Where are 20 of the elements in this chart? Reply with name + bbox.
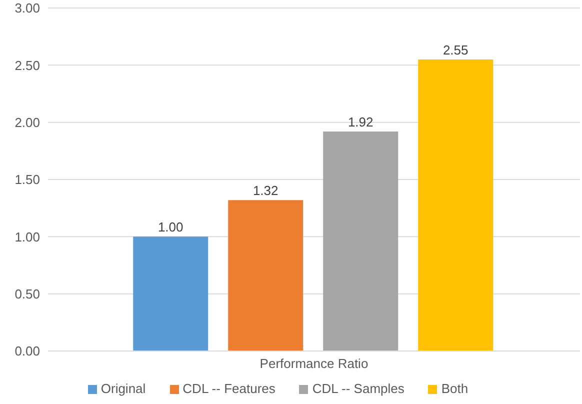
y-tick-label: 0.50 bbox=[14, 286, 40, 302]
y-tick-label: 0.00 bbox=[14, 344, 40, 359]
x-tick-label: Performance Ratio bbox=[260, 356, 368, 372]
data-label: 2.55 bbox=[442, 42, 468, 58]
data-label: 1.32 bbox=[252, 183, 278, 198]
legend-label: Original bbox=[100, 381, 146, 396]
y-tick-label: 3.00 bbox=[14, 0, 40, 16]
y-tick-label: 1.00 bbox=[14, 229, 40, 244]
bar bbox=[133, 236, 208, 351]
legend-label: Both bbox=[441, 381, 468, 396]
y-tick-label: 1.50 bbox=[14, 172, 40, 188]
data-label: 1.00 bbox=[158, 220, 184, 235]
data-label: 1.92 bbox=[348, 114, 374, 130]
legend-label: CDL -- Features bbox=[182, 381, 276, 396]
y-tick-label: 2.50 bbox=[14, 58, 40, 73]
bar bbox=[323, 131, 398, 351]
bar bbox=[228, 200, 304, 351]
bar bbox=[418, 59, 494, 351]
legend-label: CDL -- Samples bbox=[312, 381, 404, 396]
y-tick-label: 2.00 bbox=[14, 114, 40, 130]
